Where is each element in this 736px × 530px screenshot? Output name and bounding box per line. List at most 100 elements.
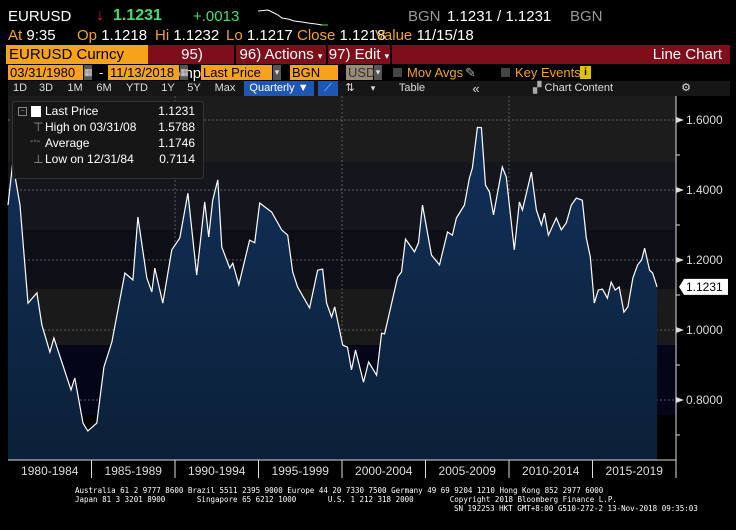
close-value: 1.1218: [339, 27, 386, 44]
low-marker-icon: ⊥: [33, 152, 44, 166]
average-marker-icon: -◦-: [30, 136, 41, 147]
range-5y-button[interactable]: 5Y: [187, 82, 201, 94]
field-select[interactable]: Last Price: [201, 65, 272, 80]
high-field: Hi 1.1232: [155, 28, 219, 44]
table-button[interactable]: Table: [398, 82, 426, 94]
actions-menu[interactable]: 96) Actions ▾: [236, 45, 328, 64]
chevron-down-icon: ▾: [384, 51, 390, 61]
line-chart-icon[interactable]: ⟋: [318, 81, 338, 96]
calendar-icon[interactable]: ▦: [180, 65, 189, 80]
y-tick-marker: [676, 327, 684, 333]
x-bin-label: 2015-2019: [606, 464, 664, 478]
legend-high-value: 1.5788: [158, 120, 195, 134]
last-price: 1.1231: [113, 7, 162, 24]
footer-session-info: SN 192253 HKT GMT+8:00 G510-272-2 13-Nov…: [454, 504, 698, 513]
open-label: Op: [77, 27, 98, 44]
collapse-legend-icon[interactable]: −: [18, 107, 27, 116]
currency-select[interactable]: USD: [346, 65, 376, 80]
ticker: EURUSD: [8, 8, 72, 25]
value-date: 11/15/18: [416, 27, 474, 44]
command-bar: EURUSD Curncy 95) Compare 96) Actions ▾ …: [6, 45, 730, 82]
mov-avgs-checkbox[interactable]: [393, 68, 402, 77]
high-label: Hi: [155, 27, 170, 44]
net-change: +.0013: [193, 8, 240, 25]
range-1y-button[interactable]: 1Y: [161, 82, 175, 94]
close-label: Close: [297, 27, 336, 44]
y-tick-marker: [676, 117, 684, 123]
at-label: At: [8, 27, 23, 44]
value-date-field: Value 11/15/18: [375, 28, 474, 44]
x-bin-label: 2005-2009: [439, 464, 497, 478]
mov-avgs-label: Mov Avgs: [407, 65, 464, 80]
key-events-label: Key Events: [515, 65, 581, 80]
bid-ask: 1.1231 / 1.1231: [447, 8, 552, 25]
source-label-2: BGN: [570, 8, 603, 25]
x-bin-label: 1995-1999: [272, 464, 330, 478]
legend-average-value: 1.1746: [158, 136, 195, 150]
chart-content-label: Chart Content: [544, 82, 613, 94]
chart-type-label: Line Chart: [652, 46, 722, 63]
security-input[interactable]: EURUSD Curncy: [6, 45, 148, 64]
actions-label: 96) Actions: [239, 46, 314, 63]
collapse-button[interactable]: «: [472, 81, 480, 96]
x-bin-label: 1990-1994: [188, 464, 246, 478]
pricing-source-input[interactable]: BGN: [290, 65, 338, 80]
chart-content-button[interactable]: ▞ Chart Content: [493, 81, 653, 96]
x-axis: 1980-1984 1985-1989 1990-1994 1995-1999 2000…: [8, 459, 677, 478]
sparkline-icon: [258, 9, 328, 26]
chevron-down-icon[interactable]: ▾: [370, 83, 376, 93]
footer-contacts-1: Australia 61 2 9777 8600 Brazil 5511 239…: [75, 486, 604, 495]
x-bin-label: 1985-1989: [105, 464, 163, 478]
price-line: [7, 126, 658, 432]
calendar-icon[interactable]: ▦: [84, 65, 93, 80]
y-tick-label: 0.8000: [686, 393, 723, 407]
x-bin-label: 1980-1984: [21, 464, 79, 478]
last-price-swatch-icon: [31, 106, 41, 117]
date-range-dash: -: [99, 65, 104, 80]
chart-legend[interactable]: − Last Price 1.1231 ⊤ High on 03/31/08 1…: [12, 101, 204, 179]
edit-label: 97) Edit: [328, 46, 381, 63]
y-tick-marker: [676, 187, 684, 193]
range-ytd-button[interactable]: YTD: [126, 82, 148, 94]
legend-last-label: Last Price: [45, 104, 99, 118]
y-tick-label: 1.6000: [686, 113, 723, 127]
range-3d-button[interactable]: 3D: [38, 82, 54, 94]
low-field: Lo 1.1217: [226, 28, 293, 44]
pencil-icon[interactable]: ✎: [465, 65, 476, 80]
gear-icon[interactable]: ⚙: [681, 82, 691, 94]
key-events-checkbox[interactable]: [501, 68, 510, 77]
end-date-input[interactable]: 11/13/2018: [108, 65, 179, 80]
footer-contacts-2: Japan 81 3 3201 8900 Singapore 65 6212 1…: [75, 495, 617, 504]
range-6m-button[interactable]: 6M: [96, 82, 112, 94]
start-date-input[interactable]: 03/31/1980: [8, 65, 83, 80]
at-value: 9:35: [26, 27, 56, 44]
open-value: 1.1218: [101, 27, 148, 44]
y-tick-label: 1.4000: [686, 183, 723, 197]
source-label: BGN: [408, 8, 441, 25]
period-select[interactable]: Quarterly ▼: [244, 81, 314, 96]
range-1d-button[interactable]: 1D: [12, 82, 28, 94]
low-label: Lo: [226, 27, 243, 44]
bar-chart-icon[interactable]: ⇅: [345, 82, 355, 94]
y-tick-marker: [676, 397, 684, 403]
range-max-button[interactable]: Max: [214, 82, 236, 94]
low-value: 1.1217: [246, 27, 293, 44]
compare-button[interactable]: 95) Compare: [150, 45, 236, 82]
chevron-down-icon[interactable]: ▾: [273, 65, 281, 80]
x-bin-label: 2000-2004: [355, 464, 413, 478]
y-tick-marker: [676, 257, 684, 263]
chevron-down-icon[interactable]: ▾: [374, 65, 382, 80]
legend-low-value: 0.7114: [159, 152, 195, 166]
edit-menu[interactable]: 97) Edit ▾: [328, 45, 392, 64]
legend-average-label: Average: [45, 136, 90, 150]
value-label: Value: [375, 27, 413, 44]
range-toolbar: 1D 3D 1M 6M YTD 1Y 5Y Max Quarterly ▼ ⟋ …: [8, 81, 730, 96]
range-1m-button[interactable]: 1M: [67, 82, 83, 94]
close-field: Close 1.1218: [297, 28, 385, 44]
down-arrow-icon: ↓: [96, 7, 104, 24]
x-bin-label: 2010-2014: [522, 464, 580, 478]
chart-area[interactable]: 1.6000 1.4000 1.2000 1.0000 0.8000 1.1231 198…: [0, 96, 736, 480]
period-label: Quarterly: [249, 82, 295, 94]
y-axis: 1.6000 1.4000 1.2000 1.0000 0.8000 1.1231: [675, 96, 728, 460]
info-icon[interactable]: i: [580, 66, 591, 79]
